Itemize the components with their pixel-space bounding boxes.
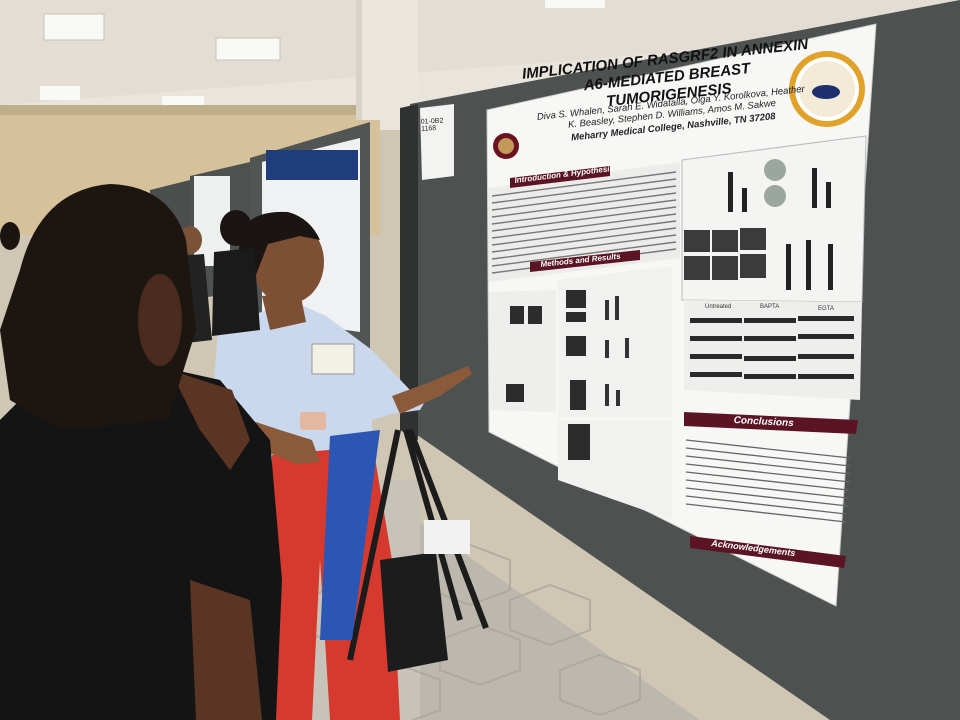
panel-label-untreated: Untreated <box>705 304 732 310</box>
panel-label-bapta: BAPTA <box>760 304 780 310</box>
panel-label-egta: EGTA <box>818 306 834 312</box>
board-number-tag: 01-0B2 1168 <box>420 117 444 133</box>
